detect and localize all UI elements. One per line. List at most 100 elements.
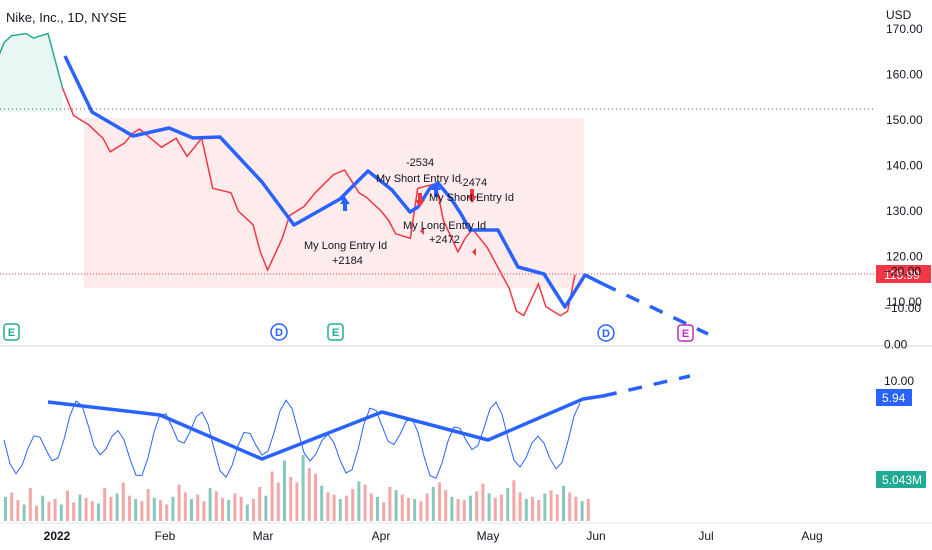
dividend-badge-2[interactable]: D	[597, 324, 615, 342]
volume-bar	[264, 495, 268, 521]
bull-fill-area	[0, 33, 63, 112]
indicator-axis[interactable]: 10.00 0.00 −10.00 −20.00	[884, 265, 921, 389]
volume-bar	[586, 499, 590, 521]
volume-bar	[549, 490, 553, 521]
volume-bar	[295, 482, 299, 521]
volume-bar	[345, 495, 348, 521]
trade-label-long-1: My Long Entry Id	[304, 240, 387, 252]
volume-bar	[332, 494, 336, 521]
trade-label-loss-2: -2474	[459, 177, 487, 189]
volume-bar	[121, 482, 125, 521]
volume-bar	[338, 499, 342, 521]
price-tick-label: 140.00	[886, 159, 923, 173]
price-pane[interactable]	[0, 0, 876, 345]
indicator-value: 5.94	[882, 391, 906, 405]
volume-bar	[388, 486, 392, 521]
currency-label: USD	[886, 8, 912, 22]
volume-bar	[531, 496, 534, 521]
volume-bar	[22, 504, 26, 521]
volume-bar	[152, 497, 156, 521]
price-tick-label: 120.00	[886, 250, 923, 264]
volume-bar	[202, 501, 206, 521]
time-axis[interactable]: 2022 Feb Mar Apr May Jun Jul Aug	[44, 529, 823, 543]
volume-value-badge: 5.043M	[876, 471, 926, 488]
exit-marker-3	[472, 248, 476, 256]
time-tick-label: Jun	[586, 529, 605, 543]
earnings-badge-2-label: E	[332, 327, 339, 339]
time-tick-label: Aug	[801, 529, 822, 543]
volume-bar	[16, 500, 20, 521]
volume-bar	[4, 496, 7, 521]
volume-bar	[369, 493, 373, 521]
dividend-badge-1[interactable]: D	[270, 323, 288, 341]
exit-marker-1	[340, 195, 345, 203]
volume-bar	[258, 486, 262, 521]
volume-bar	[10, 492, 14, 521]
indicator-trend-projection	[602, 374, 691, 398]
price-tick-label: 110.00	[886, 295, 922, 309]
dividend-badge-1-label: D	[275, 327, 283, 339]
volume-bar	[165, 504, 169, 521]
volume-bar	[555, 494, 559, 521]
volume-bar	[462, 500, 466, 521]
trade-marker-short-2[interactable]	[467, 189, 477, 203]
volume-bar	[53, 499, 57, 521]
trade-marker-long-2[interactable]	[431, 183, 441, 197]
volume-bar	[419, 501, 423, 521]
volume-bar	[171, 496, 175, 521]
zigzag-line	[63, 55, 604, 309]
volume-bar	[363, 484, 367, 521]
earnings-badge-1[interactable]: E	[3, 323, 20, 341]
price-axis[interactable]: 170.00 160.00 150.00 140.00 130.00 120.00 110.…	[886, 22, 923, 309]
volume-bar	[320, 485, 324, 521]
volume-bar	[214, 491, 218, 521]
indicator-tick-label: 10.00	[884, 374, 914, 388]
volume-bar	[78, 494, 82, 521]
volume-bar	[84, 497, 88, 521]
volume-bar	[177, 484, 181, 521]
trade-label-short-1: My Short Entry Id	[376, 173, 461, 185]
time-tick-label: Feb	[155, 529, 176, 543]
volume-bar	[512, 480, 516, 521]
volume-bar	[115, 493, 119, 521]
volume-bar	[394, 490, 398, 521]
volume-bar	[425, 493, 429, 521]
volume-bar	[134, 499, 138, 521]
trade-label-profit-2: +2472	[429, 234, 460, 246]
volume-bar	[431, 486, 435, 521]
volume-bar	[580, 501, 584, 521]
volume-bar	[283, 460, 286, 521]
volume-bar	[543, 493, 547, 521]
volume-bar	[574, 496, 578, 521]
volume-bar	[506, 488, 510, 521]
volume-bar	[239, 496, 243, 521]
price-tick-label: 130.00	[886, 204, 923, 218]
dividend-badge-2-label: D	[602, 328, 610, 340]
volume-bar	[382, 502, 386, 521]
indicator-value-badge: 5.94	[876, 389, 912, 406]
price-tick-label: 150.00	[886, 113, 923, 127]
volume-bar	[66, 490, 69, 522]
volume-bar	[103, 488, 107, 521]
volume-bar	[568, 492, 572, 521]
volume-bar	[252, 499, 255, 521]
symbol-title: Nike, Inc., 1D, NYSE	[6, 10, 127, 25]
indicator-tick-label: −10.00	[884, 301, 921, 315]
volume-bars	[4, 455, 590, 522]
volume-bar	[500, 494, 503, 521]
volume-bar	[140, 501, 144, 521]
volume-bar	[227, 500, 231, 521]
volume-bar	[128, 495, 131, 521]
volume-bar	[47, 501, 51, 522]
volume-bar	[35, 505, 38, 521]
volume-bar	[481, 483, 485, 521]
volume-bar	[469, 495, 472, 521]
trade-marker-short-1[interactable]	[415, 193, 425, 207]
volume-bar	[456, 499, 460, 521]
earnings-badge-2[interactable]: E	[327, 323, 344, 341]
volume-bar	[59, 504, 63, 521]
earnings-badge-future[interactable]: E	[677, 324, 694, 342]
volume-bar	[146, 489, 150, 521]
volume-value: 5.043M	[882, 473, 922, 487]
